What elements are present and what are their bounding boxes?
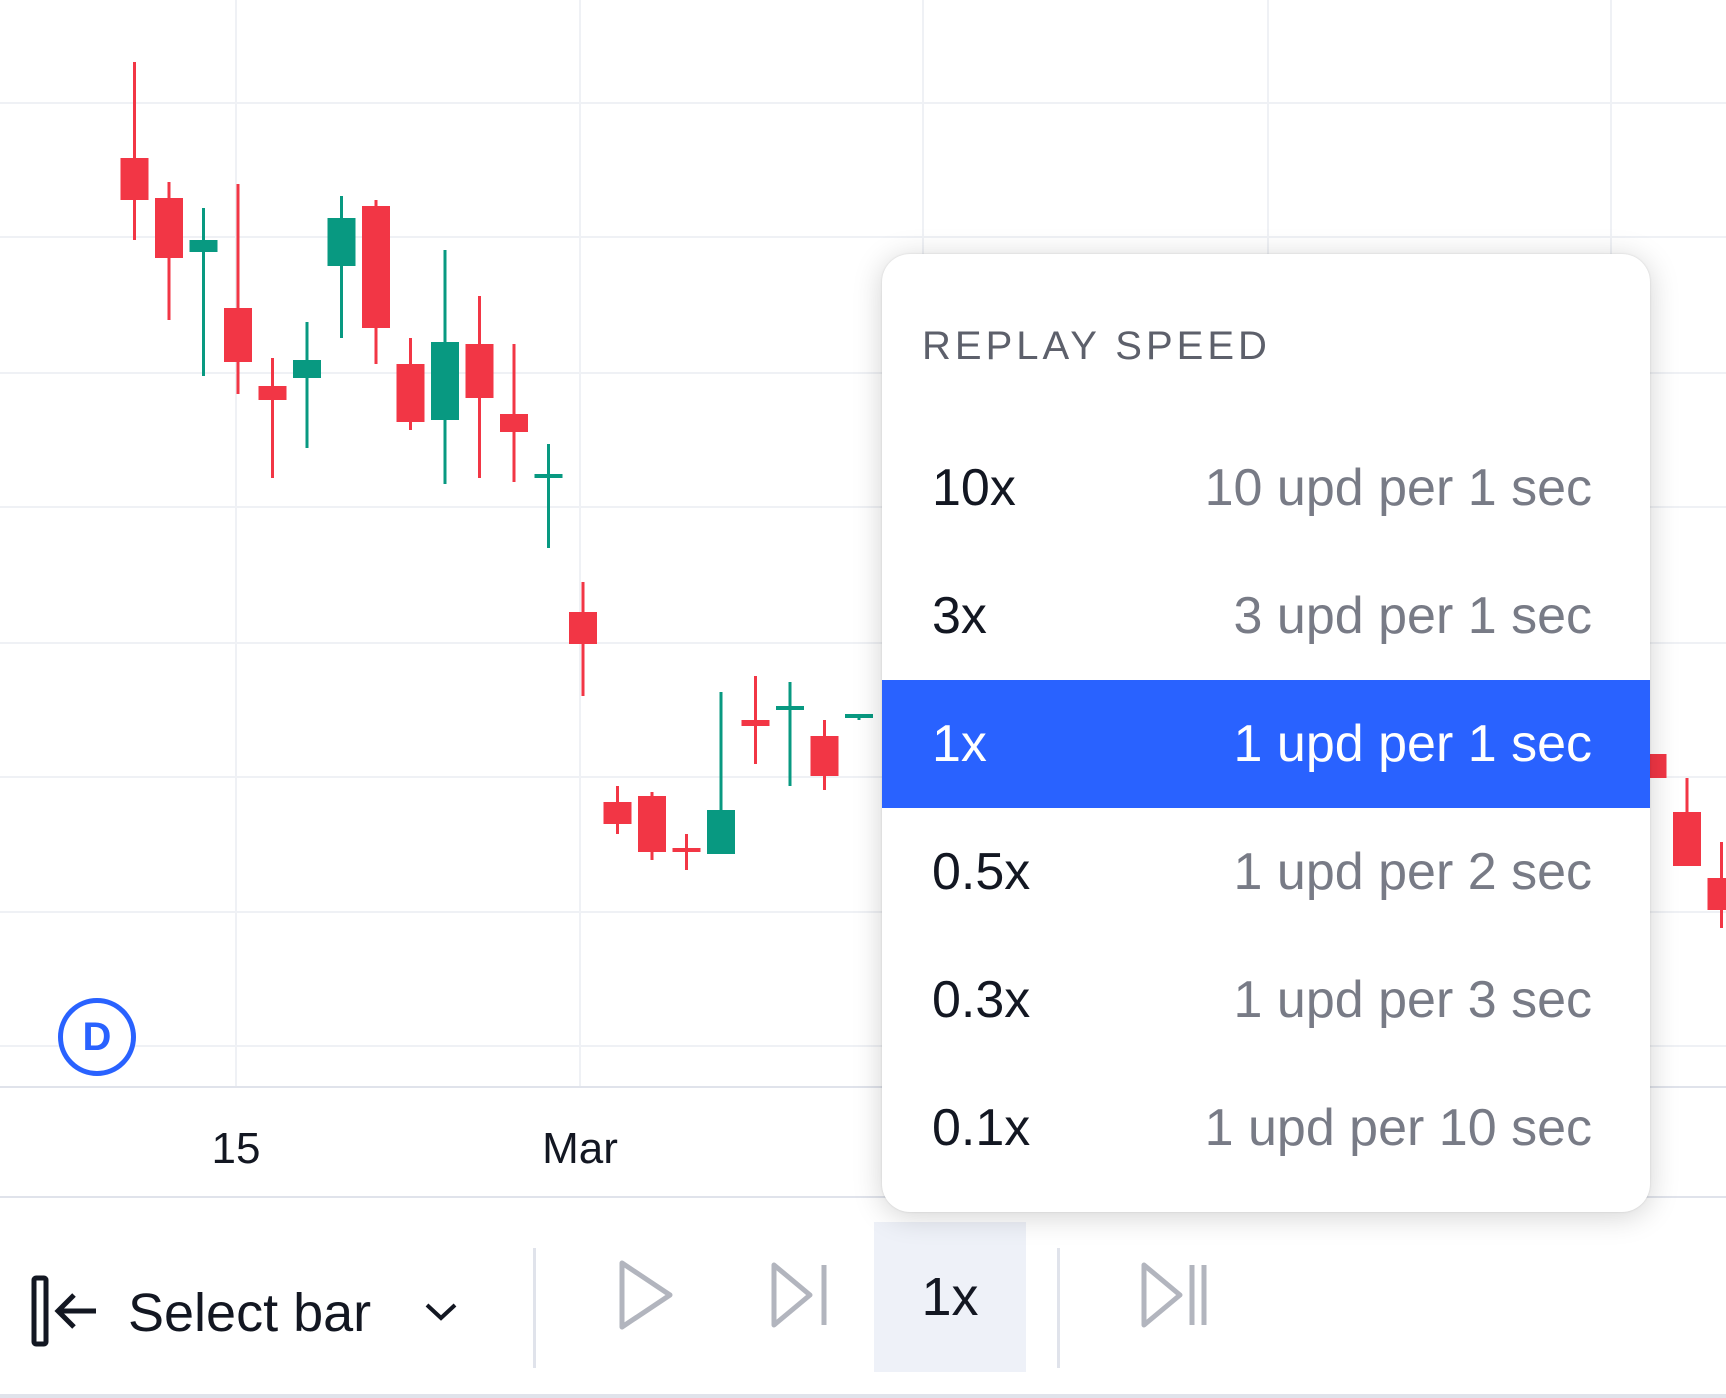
time-axis-label: 15	[211, 1124, 261, 1173]
candle[interactable]	[189, 208, 218, 376]
interval-badge[interactable]: D	[58, 998, 136, 1076]
candle[interactable]	[672, 834, 701, 870]
candle-body	[672, 848, 701, 852]
select-bar-label: Select bar	[128, 1283, 372, 1343]
candle[interactable]	[500, 344, 528, 482]
candle-body	[707, 810, 735, 854]
menu-item-speed: 0.1x	[932, 1099, 1031, 1157]
candle-body	[534, 474, 563, 478]
play-icon	[616, 1257, 676, 1338]
candle-body	[189, 240, 218, 252]
menu-item-desc: 1 upd per 1 sec	[1233, 715, 1592, 773]
chevron-down-icon[interactable]	[423, 1299, 459, 1328]
menu-item-speed: 3x	[932, 587, 987, 645]
menu-item-speed: 10x	[932, 459, 1016, 517]
replay-speed-button-label: 1x	[921, 1267, 979, 1327]
candle-body	[258, 386, 287, 400]
candle-body	[293, 360, 321, 378]
menu-item-0-1x[interactable]: 0.1x 1 upd per 10 sec	[882, 1064, 1650, 1192]
candle-body	[465, 344, 494, 398]
candle[interactable]	[707, 692, 735, 854]
candle[interactable]	[431, 250, 459, 484]
candle-body	[638, 796, 666, 852]
interval-badge-label: D	[82, 1014, 112, 1059]
candle-body	[603, 802, 632, 824]
candle-body	[120, 158, 149, 200]
candle-body	[845, 714, 873, 718]
candle[interactable]	[327, 196, 356, 338]
replay-toolbar: Select bar 1x	[0, 1196, 1726, 1398]
candle[interactable]	[362, 200, 390, 364]
menu-item-0-3x[interactable]: 0.3x 1 upd per 3 sec	[882, 936, 1650, 1064]
candle[interactable]	[396, 338, 425, 430]
candle-body	[569, 612, 597, 644]
menu-item-desc: 3 upd per 1 sec	[1233, 587, 1592, 645]
candle[interactable]	[741, 676, 770, 764]
menu-item-desc: 1 upd per 10 sec	[1204, 1099, 1592, 1157]
menu-item-desc: 10 upd per 1 sec	[1204, 459, 1592, 517]
toolbar-divider	[533, 1248, 536, 1368]
candle[interactable]	[603, 786, 632, 834]
step-forward-icon	[768, 1257, 832, 1338]
candle[interactable]	[845, 714, 873, 720]
candle[interactable]	[293, 322, 321, 448]
candle[interactable]	[810, 720, 839, 790]
candle[interactable]	[638, 792, 666, 860]
candle[interactable]	[1707, 842, 1726, 928]
select-bar-button[interactable]: Select bar	[28, 1258, 459, 1368]
candle[interactable]	[465, 296, 494, 478]
candle-body	[362, 206, 390, 328]
candle-body	[810, 736, 839, 776]
candle[interactable]	[569, 582, 597, 696]
menu-item-desc: 1 upd per 2 sec	[1233, 843, 1592, 901]
menu-item-1x[interactable]: 1x 1 upd per 1 sec	[882, 680, 1650, 808]
time-axis[interactable]: 15 Mar	[0, 1086, 1726, 1196]
menu-item-speed: 0.3x	[932, 971, 1031, 1029]
candle[interactable]	[120, 62, 149, 240]
candle-body	[224, 308, 252, 362]
replay-speed-button[interactable]: 1x	[874, 1222, 1026, 1372]
menu-item-3x[interactable]: 3x 3 upd per 1 sec	[882, 552, 1650, 680]
toolbar-divider	[1057, 1248, 1060, 1368]
replay-speed-menu: REPLAY SPEED 10x 10 upd per 1 sec 3x 3 u…	[882, 254, 1650, 1212]
play-button[interactable]	[576, 1222, 716, 1372]
candle[interactable]	[224, 184, 252, 394]
candle[interactable]	[776, 682, 804, 786]
candle-body	[1707, 878, 1726, 910]
fast-forward-button[interactable]	[1104, 1222, 1244, 1372]
candle-body	[776, 706, 804, 710]
candle[interactable]	[155, 182, 183, 320]
candle[interactable]	[258, 358, 287, 478]
candle-body	[155, 198, 183, 258]
menu-title: REPLAY SPEED	[922, 324, 1271, 368]
jump-to-bar-icon	[28, 1272, 98, 1355]
candle-body	[741, 720, 770, 726]
menu-item-0-5x[interactable]: 0.5x 1 upd per 2 sec	[882, 808, 1650, 936]
candle[interactable]	[534, 444, 563, 548]
candle-body	[500, 414, 528, 432]
candle-body	[1673, 812, 1701, 866]
toolbar-bottom-border	[0, 1394, 1726, 1398]
time-axis-label: Mar	[542, 1124, 618, 1173]
menu-item-10x[interactable]: 10x 10 upd per 1 sec	[882, 424, 1650, 552]
fast-forward-icon	[1138, 1257, 1210, 1338]
candle-body	[327, 218, 356, 266]
step-forward-button[interactable]	[730, 1222, 870, 1372]
candle-body	[431, 342, 459, 420]
menu-item-desc: 1 upd per 3 sec	[1233, 971, 1592, 1029]
menu-item-speed: 1x	[932, 715, 987, 773]
menu-item-speed: 0.5x	[932, 843, 1031, 901]
candle-body	[396, 364, 425, 422]
candle[interactable]	[1673, 778, 1701, 866]
